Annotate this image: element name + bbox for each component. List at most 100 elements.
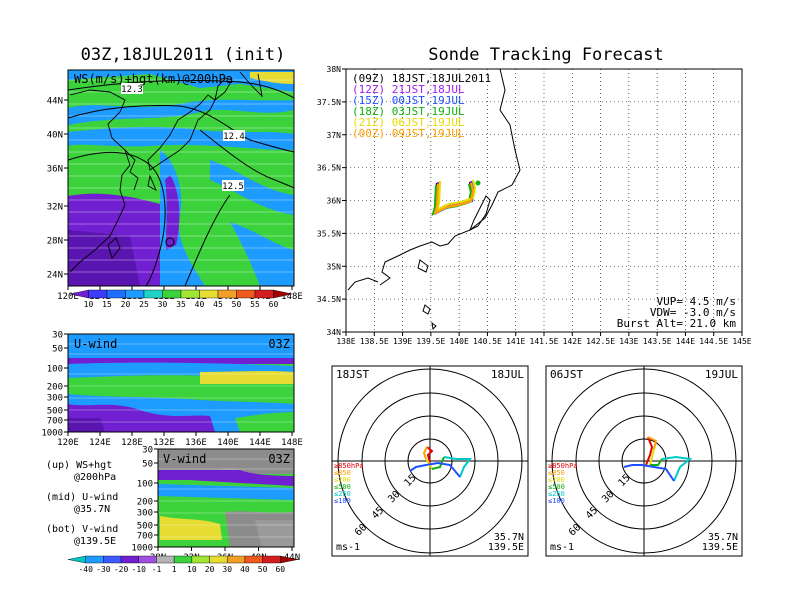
track-line [433, 182, 475, 216]
hodograph-profile-segment [425, 458, 433, 470]
vwind-panel: V-wind 03Z 28N32N36N40N44N 3050100200300… [131, 446, 300, 564]
vwind-colorbar-swatch [120, 555, 139, 564]
hodograph-profile-segment [650, 458, 663, 466]
hodograph-profile-segment [443, 456, 472, 478]
vwind-y-tick-label: 200 [137, 498, 153, 508]
uwind-y-tick-label: 30 [52, 331, 63, 341]
track-y-tick-label: 36N [327, 197, 342, 206]
ws200-colorbar-swatch [143, 289, 163, 299]
uwind-x-ticks: 120E 124E 128E 132E 136E 140E 144E 148E [57, 432, 303, 448]
track-legend-entry: (21Z) 06JST,19JUL [352, 116, 465, 129]
track-y-tick-label: 37N [327, 131, 342, 140]
ws200-colorbar-label: 60 [269, 300, 279, 309]
hodograph-profile-segment [426, 446, 434, 464]
track-y-tick-label: 35N [327, 262, 342, 271]
vwind-colorbar-swatch [85, 555, 104, 564]
hodograph-profile-segment [623, 464, 675, 482]
hodograph-profile-segment [645, 436, 654, 466]
hodograph-lon: 139.5E [488, 542, 524, 553]
ws200-colorbar-label: 10 [84, 300, 94, 309]
panel-legend: (up) WS+hgt @200hPa (mid) U-wind @35.7N … [46, 460, 118, 547]
ws200-colorbar-label: 40 [195, 300, 205, 309]
vwind-colorbar-swatch [209, 555, 228, 564]
ws200-y-tick-label: 40N [47, 131, 63, 141]
track-y-tick-label: 34N [327, 328, 342, 337]
track-line [435, 179, 477, 213]
hodograph-level-label: ≤500 [334, 483, 351, 491]
vwind-colorbar-swatch [156, 555, 175, 564]
uwind-y-tick-label: 1000 [41, 429, 63, 439]
uwind-y-tick-label: 100 [47, 365, 63, 375]
hodograph-level-label: ≤850 [548, 469, 565, 477]
hodograph-level-label: ≤850 [334, 469, 351, 477]
ws200-y-tick-label: 44N [47, 97, 63, 107]
uwind-y-tick-label: 300 [47, 394, 63, 404]
track-x-tick-label: 144E [676, 337, 695, 346]
hodograph-lon: 139.5E [702, 542, 738, 553]
vwind-y-tick-label: 1000 [131, 544, 153, 554]
ws200-colorbar-swatch [125, 289, 145, 299]
ws200-colorbar-label: 35 [176, 300, 186, 309]
uwind-panel: U-wind 03Z 120E 124E 128E 132E 136E 140E 144E 1… [41, 331, 303, 449]
ws200-colorbar: 10 15 20 25 30 35 40 45 50 55 60 [69, 289, 293, 309]
vwind-colorbar-label: 10 [187, 565, 197, 574]
ws200-title: WS(m/s)+hgt(km)@200hPa [74, 72, 233, 86]
track-y-tick-label: 34.5N [317, 295, 341, 304]
vwind-colorbar-swatch [227, 555, 246, 564]
track-x-tick-label: 138E [336, 337, 355, 346]
vwind-y-tick-label: 700 [137, 532, 153, 542]
track-coastline [347, 69, 521, 331]
ws200-colorbar-label: 55 [250, 300, 260, 309]
vwind-y-tick-label: 500 [137, 522, 153, 532]
vwind-title: V-wind [163, 452, 206, 466]
vwind-y-tick-label: 50 [142, 460, 153, 470]
legend-bot: (bot) V-wind [46, 524, 118, 535]
hodograph-level-label: ≤250 [334, 490, 351, 498]
track-info-burst: Burst Alt= 21.0 km [617, 317, 737, 330]
hodograph-date: 19JUL [705, 368, 738, 381]
vwind-colorbar-swatch [280, 555, 299, 564]
track-x-tick-label: 143E [619, 337, 638, 346]
uwind-x-tick-label: 132E [153, 438, 175, 448]
track-x-tick-label: 138.5E [360, 337, 389, 346]
ws200-colorbar-swatch [199, 289, 219, 299]
hodograph-lat: 35.7N [494, 532, 524, 543]
uwind-y-tick-label: 500 [47, 407, 63, 417]
vwind-y-tick-label: 300 [137, 509, 153, 519]
vwind-y-tick-label: 100 [137, 480, 153, 490]
track-x-ticks: 138E 138.5E 139E 139.5E 140E 140.5E 141E 141.5E… [336, 332, 752, 346]
track-y-tick-label: 38N [327, 65, 342, 74]
track-y-tick-label: 37.5N [317, 98, 341, 107]
vwind-colorbar-swatch [103, 555, 122, 564]
uwind-x-tick-label: 128E [121, 438, 143, 448]
track-x-tick-label: 142.5E [586, 337, 615, 346]
uwind-x-tick-label: 144E [249, 438, 271, 448]
ws200-colorbar-swatch [273, 289, 293, 299]
uwind-x-tick-label: 148E [281, 438, 303, 448]
ws200-colorbar-label: 30 [158, 300, 168, 309]
ws200-colorbar-label: 50 [232, 300, 242, 309]
right-title: Sonde Tracking Forecast [428, 45, 663, 65]
ws200-y-tick-label: 24N [47, 271, 63, 281]
contour-label-2: 12.4 [223, 132, 245, 142]
track-x-tick-label: 140.5E [473, 337, 502, 346]
legend-mid: (mid) U-wind [46, 492, 118, 503]
ws200-y-ticks: 44N 40N 36N 32N 28N 24N [47, 97, 68, 281]
track-legend-entry: (15Z) 00JST,19JUL [352, 94, 465, 107]
hodograph-profile-segment [647, 436, 658, 450]
ws200-colorbar-label: 20 [121, 300, 131, 309]
legend-up2: @200hPa [74, 472, 116, 483]
vwind-x-tick-label: 44N [284, 553, 300, 563]
track-x-tick-label: 139E [393, 337, 412, 346]
track-panel: 138E 138.5E 139E 139.5E 140E 140.5E 141E 141.5E… [317, 65, 752, 346]
uwind-time: 03Z [268, 337, 290, 351]
uwind-y-tick-label: 200 [47, 383, 63, 393]
hodograph-profile-segment [422, 446, 428, 460]
ws200-colorbar-label: 25 [139, 300, 149, 309]
ws200-colorbar-swatch [217, 289, 237, 299]
track-x-tick-label: 142E [563, 337, 582, 346]
contour-label-3: 12.5 [222, 182, 244, 192]
hodograph-date: 18JUL [491, 368, 524, 381]
vwind-field [158, 449, 294, 547]
